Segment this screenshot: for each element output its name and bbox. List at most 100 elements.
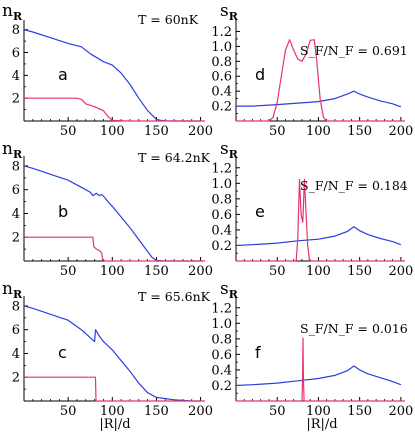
red-series-line [24, 236, 205, 262]
y-tick-label: 4 [12, 207, 20, 222]
y-tick-label: 4 [12, 69, 20, 84]
y-axis-label-main: n [2, 1, 13, 21]
y-axis-label: sR [220, 139, 239, 161]
x-tick-label: 100 [306, 124, 331, 139]
y-tick-label: 1.2 [211, 25, 232, 40]
panel-letter: a [58, 65, 68, 84]
x-axis-label-left: |R|/d [99, 417, 130, 432]
y-tick-label: 8 [12, 299, 20, 314]
x-axis-label-right: |R|/d [306, 417, 337, 432]
y-tick-label: 0.8 [211, 55, 232, 70]
y-axis-label-sub: R [229, 288, 239, 301]
y-tick-label: 0.6 [211, 348, 232, 363]
y-axis-label-main: s [220, 1, 229, 21]
y-tick-label: 6 [12, 183, 20, 198]
x-tick-label: 50 [60, 404, 77, 419]
x-tick-label: 200 [188, 124, 213, 139]
x-tick-label: 100 [100, 124, 125, 139]
x-tick-label: 150 [347, 404, 372, 419]
x-tick-label: 100 [306, 264, 331, 279]
y-axis-label-main: n [2, 139, 13, 159]
panel-annotation: S_F/N_F = 0.184 [300, 178, 408, 193]
panel-letter: d [255, 65, 265, 84]
panel-annotation: T = 64.2nK [138, 150, 211, 165]
blue-series-line [236, 90, 402, 108]
x-tick-label: 200 [188, 404, 213, 419]
y-axis-label: nR [2, 139, 23, 161]
x-tick-label: 100 [100, 264, 125, 279]
y-tick-label: 1.2 [211, 161, 232, 176]
y-axis-label-sub: R [13, 148, 23, 161]
y-tick-label: 0.6 [211, 208, 232, 223]
y-axis-label: sR [220, 1, 239, 23]
y-axis-label-main: s [220, 139, 229, 159]
panel-f: 50 100 150 2000.20.40.60.81.01.2sRfS_F/N_F … [211, 279, 413, 419]
y-tick-label: 8 [12, 159, 20, 174]
red-series-line [236, 337, 405, 402]
y-tick-label: 2 [12, 371, 20, 386]
panel-letter: e [255, 202, 265, 221]
y-tick-label: 6 [12, 323, 20, 338]
y-axis-label-sub: R [13, 288, 23, 301]
blue-series-line [23, 305, 201, 402]
red-series-line [24, 376, 205, 402]
y-tick-label: 2 [12, 231, 20, 246]
x-tick-label: 150 [347, 124, 372, 139]
y-axis-label: nR [2, 279, 23, 301]
red-series-line [236, 178, 405, 262]
blue-series-line [235, 226, 402, 247]
y-tick-label: 1.0 [211, 317, 232, 332]
y-tick-label: 0.4 [211, 363, 232, 378]
x-tick-label: 50 [60, 264, 77, 279]
y-tick-label: 0.2 [211, 379, 232, 394]
panel-letter: c [58, 343, 67, 362]
blue-series-line [23, 29, 201, 122]
y-axis-label-sub: R [229, 148, 239, 161]
blue-series-line [23, 165, 201, 262]
y-tick-label: 0.4 [211, 85, 232, 100]
panel-annotation: T = 65.6nK [138, 289, 211, 304]
x-tick-label: 200 [388, 264, 413, 279]
x-tick-label: 50 [269, 264, 286, 279]
x-tick-label: 150 [144, 264, 169, 279]
blue-series-line [235, 365, 402, 387]
x-tick-label: 100 [100, 404, 125, 419]
x-tick-label: 50 [269, 404, 286, 419]
x-tick-label: 150 [144, 124, 169, 139]
y-axis-label: sR [220, 279, 239, 301]
y-tick-label: 1.2 [211, 301, 232, 316]
y-axis-label-sub: R [13, 10, 23, 23]
y-axis-label: nR [2, 1, 23, 23]
x-tick-label: 50 [60, 124, 77, 139]
y-tick-label: 0.6 [211, 70, 232, 85]
panel-annotation: S_F/N_F = 0.691 [300, 43, 408, 58]
x-tick-label: 100 [306, 404, 331, 419]
y-axis-label-sub: R [229, 10, 239, 23]
x-tick-label: 200 [388, 404, 413, 419]
y-tick-label: 0.2 [211, 100, 232, 115]
y-tick-label: 6 [12, 46, 20, 61]
panel-d: 50 100 150 2000.20.40.60.81.01.2sRdS_F/N_F … [211, 1, 413, 139]
x-tick-label: 150 [347, 264, 372, 279]
panel-letter: b [58, 202, 68, 221]
panel-annotation: S_F/N_F = 0.016 [300, 321, 408, 336]
y-tick-label: 0.2 [211, 239, 232, 254]
y-tick-label: 8 [12, 23, 20, 38]
panel-letter: f [255, 343, 261, 362]
red-series-line [236, 39, 405, 122]
y-tick-label: 0.8 [211, 332, 232, 347]
panel-annotation: T = 60nK [138, 12, 199, 27]
y-tick-label: 2 [12, 92, 20, 107]
y-tick-label: 1.0 [211, 40, 232, 55]
y-axis-label-main: s [220, 279, 229, 299]
panel-e: 50 100 150 2000.20.40.60.81.01.2sReS_F/N_F … [211, 139, 413, 279]
y-tick-label: 1.0 [211, 177, 232, 192]
x-tick-label: 50 [269, 124, 286, 139]
y-tick-label: 0.4 [211, 223, 232, 238]
x-tick-label: 150 [144, 404, 169, 419]
x-tick-label: 200 [388, 124, 413, 139]
